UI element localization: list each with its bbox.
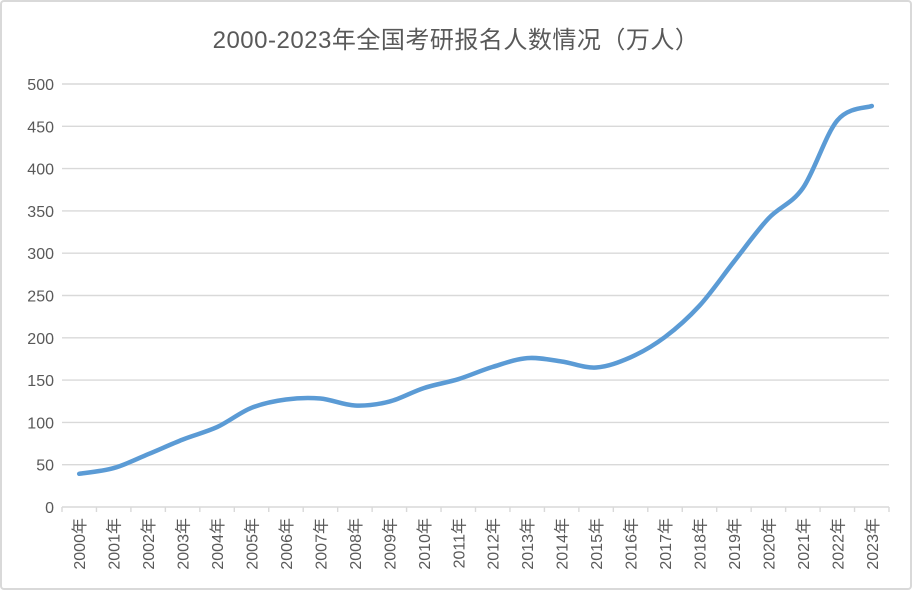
x-axis-tick-label: 2011年 [450,518,468,568]
x-axis-tick-label: 2005年 [244,518,262,570]
x-axis-tick-label: 2015年 [588,518,606,570]
x-axis-tick-label: 2003年 [175,518,193,570]
x-axis-tick-label: 2001年 [106,518,124,570]
chart-title: 2000-2023年全国考研报名人数情况（万人） [212,27,700,54]
data-series-line [76,103,875,477]
x-axis-tick-label: 2020年 [760,518,778,570]
x-axis-tick-label: 2009年 [381,518,399,570]
x-axis-tick-label: 2000年 [71,518,89,570]
x-axis-tick-label: 2021年 [795,518,813,570]
x-axis-tick-label: 2008年 [347,518,365,570]
y-axis-tick-label: 150 [27,373,54,390]
y-axis-tick-label: 350 [27,204,54,221]
x-axis-tick-label: 2010年 [416,518,434,570]
x-axis-tick-label: 2023年 [864,518,882,570]
y-axis-tick-label: 450 [27,119,54,136]
x-axis-tick-label: 2012年 [485,518,503,570]
y-axis-tick-label: 400 [27,162,54,179]
y-axis-tick-label: 200 [27,331,54,348]
y-axis-tick-label: 50 [36,458,54,475]
x-axis-tick-label: 2004年 [209,518,227,570]
x-axis-tick-label: 2018年 [691,518,709,570]
x-axis-tick-label: 2017年 [657,518,675,570]
x-axis-tick-label: 2006年 [278,518,296,570]
y-axis-tick-label: 100 [27,415,54,432]
y-axis-tick-label: 500 [27,77,54,94]
x-axis-tick-label: 2019年 [726,518,744,570]
x-axis-tick-label: 2014年 [554,518,572,570]
x-axis-tick-label: 2016年 [623,518,641,570]
x-axis-tick-label: 2002年 [140,518,158,570]
y-axis-tick-label: 250 [27,289,54,306]
x-axis-tick-label: 2013年 [519,518,537,570]
x-axis-tick-label: 2022年 [829,518,847,570]
y-axis-tick-label: 300 [27,246,54,263]
y-axis-tick-label: 0 [45,500,54,517]
x-axis-tick-label: 2007年 [312,518,330,570]
